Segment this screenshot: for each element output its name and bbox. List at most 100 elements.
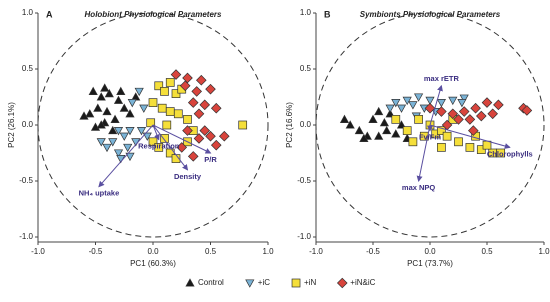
- point: [396, 104, 407, 113]
- legend-marker: [185, 278, 195, 287]
- y-tick-label: 0.5: [300, 64, 312, 73]
- point: [154, 81, 164, 91]
- legend-label: +iN: [304, 278, 316, 287]
- point: [345, 120, 355, 129]
- panel-label: A: [46, 9, 53, 19]
- point: [199, 99, 211, 111]
- loading-label: Chlorophylls: [487, 149, 533, 158]
- legend-label: Control: [198, 278, 224, 287]
- point: [139, 104, 149, 113]
- point: [476, 110, 487, 122]
- point: [205, 83, 216, 95]
- point: [182, 72, 193, 84]
- point: [182, 125, 193, 136]
- point: [104, 88, 114, 98]
- point: [238, 120, 248, 130]
- point: [93, 103, 103, 112]
- point: [171, 89, 181, 98]
- point: [100, 83, 110, 92]
- loading-label: max rETR: [424, 74, 460, 83]
- loading-arrow: [416, 124, 431, 182]
- point: [408, 101, 418, 110]
- y-tick-label: -1.0: [19, 232, 33, 241]
- loading-label: NH₄ uptake: [79, 189, 120, 198]
- point: [193, 133, 205, 144]
- y-tick-label: -0.5: [19, 176, 33, 185]
- point: [437, 143, 446, 152]
- point: [193, 108, 205, 120]
- point: [146, 118, 156, 128]
- loading-label: Fv/Fm: [419, 133, 441, 142]
- y-tick-label: -1.0: [297, 232, 311, 241]
- loading-arrow: [152, 124, 160, 141]
- point: [96, 138, 106, 147]
- point: [374, 131, 384, 140]
- point: [113, 149, 124, 158]
- point: [385, 104, 395, 113]
- loading-arrow: [429, 84, 443, 126]
- point: [487, 108, 498, 120]
- point: [162, 120, 172, 130]
- y-axis-label: PC2 (26.1%): [7, 102, 16, 148]
- point: [379, 118, 389, 127]
- point: [79, 111, 89, 120]
- point: [85, 109, 95, 118]
- point: [116, 86, 126, 95]
- point: [464, 114, 476, 125]
- y-tick-label: 1.0: [300, 8, 312, 17]
- point: [359, 133, 369, 142]
- loading-arrow: [152, 124, 189, 171]
- point: [191, 86, 202, 97]
- point: [127, 99, 137, 108]
- point: [187, 97, 199, 108]
- point: [408, 137, 418, 147]
- point: [465, 143, 475, 152]
- point: [493, 99, 504, 111]
- loading-arrow: [98, 124, 154, 188]
- point: [425, 96, 435, 106]
- x-tick-label: 0.0: [424, 247, 436, 256]
- point: [419, 131, 429, 141]
- x-tick-label: 0.5: [205, 247, 217, 256]
- x-tick-label: -1.0: [309, 247, 323, 256]
- point: [96, 92, 106, 101]
- x-tick-label: 1.0: [538, 247, 550, 256]
- point: [436, 106, 447, 117]
- point: [102, 106, 112, 116]
- legend-marker: [291, 278, 301, 288]
- point: [454, 137, 463, 147]
- loading-label: Density: [174, 172, 202, 181]
- point: [157, 103, 167, 113]
- point: [176, 142, 188, 153]
- y-tick-label: 0.5: [22, 64, 34, 73]
- point: [165, 78, 175, 87]
- y-tick-label: 1.0: [22, 8, 34, 17]
- point: [134, 87, 144, 97]
- point: [447, 108, 459, 120]
- point: [125, 152, 135, 162]
- point: [459, 94, 469, 103]
- point: [96, 120, 106, 129]
- legend-marker: [245, 279, 255, 288]
- loading-arrow: [429, 124, 511, 149]
- point: [183, 115, 192, 124]
- point: [481, 97, 493, 108]
- x-tick-label: 1.0: [262, 247, 274, 256]
- point: [165, 107, 175, 116]
- point: [173, 109, 183, 119]
- point: [402, 126, 412, 135]
- point: [113, 95, 124, 104]
- point: [142, 132, 152, 141]
- point: [424, 102, 436, 114]
- point: [90, 122, 101, 131]
- point: [414, 93, 424, 102]
- point: [196, 74, 207, 86]
- point: [482, 140, 492, 150]
- y-tick-label: 0.0: [300, 120, 312, 129]
- chart-title: Symbionts Physiological Parameters: [360, 10, 501, 19]
- x-tick-label: -0.5: [366, 247, 380, 256]
- point: [476, 145, 486, 154]
- point: [88, 86, 98, 95]
- point: [448, 96, 458, 106]
- point: [179, 80, 191, 92]
